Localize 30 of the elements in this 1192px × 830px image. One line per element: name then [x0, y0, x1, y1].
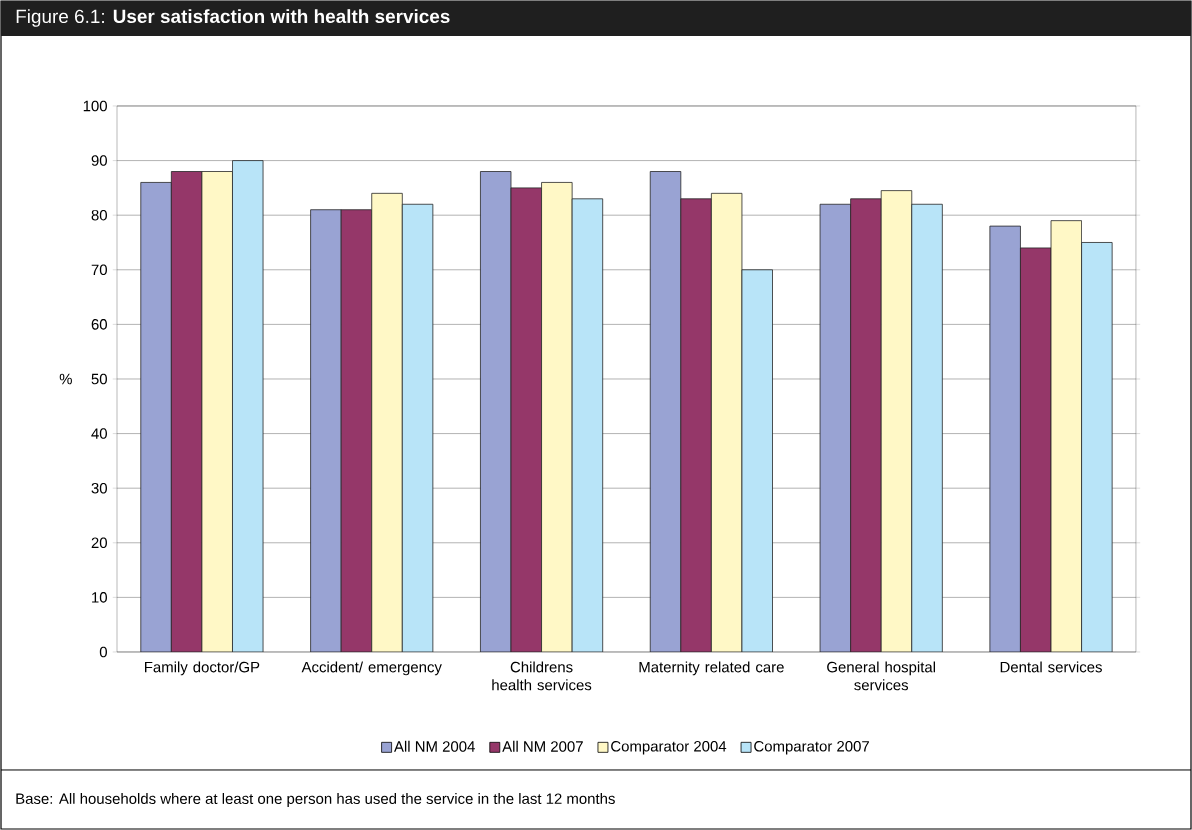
chart-title: Figure 6.1: User satisfaction with health services [16, 9, 450, 27]
y-tick-label: 70 [91, 264, 107, 276]
text: Base: All households where at least one person has used the service in the last 12 months [16, 793, 615, 807]
y-tick-label: 20 [91, 537, 107, 549]
y-tick-label: 0 [99, 646, 107, 658]
bar [680, 198, 712, 652]
y-tick-label: 60 [91, 319, 107, 330]
bar [170, 171, 203, 652]
legend-label: All NM 2007 [502, 740, 583, 752]
y-tick-label: 50 [91, 373, 107, 385]
x-tick-label: Dental services [1000, 661, 1102, 673]
y-tick-label: 100 [83, 100, 107, 112]
legend-label: Comparator 2007 [754, 740, 869, 755]
y-tick-label: 40 [91, 428, 107, 439]
y-tick-label: 90 [91, 155, 107, 166]
bar [1020, 247, 1052, 652]
bar [510, 187, 542, 652]
x-tick-label: Maternity related care [639, 661, 784, 676]
y-tick-label: 80 [91, 209, 107, 221]
x-tick-label: Accident/ emergency [301, 661, 442, 676]
x-tick-label: General hospital services [827, 661, 935, 691]
legend-label: Comparator 2004 [611, 740, 727, 755]
y-axis-title: % [59, 373, 72, 385]
legend-label: All NM 2004 [394, 740, 475, 752]
x-tick-label: Family doctor/GP [145, 661, 260, 676]
x-tick-label: Childrens health services [492, 661, 592, 691]
bar [850, 198, 882, 652]
y-tick-label: 10 [92, 592, 107, 603]
bar [340, 209, 373, 652]
y-tick-label: 30 [91, 482, 107, 494]
